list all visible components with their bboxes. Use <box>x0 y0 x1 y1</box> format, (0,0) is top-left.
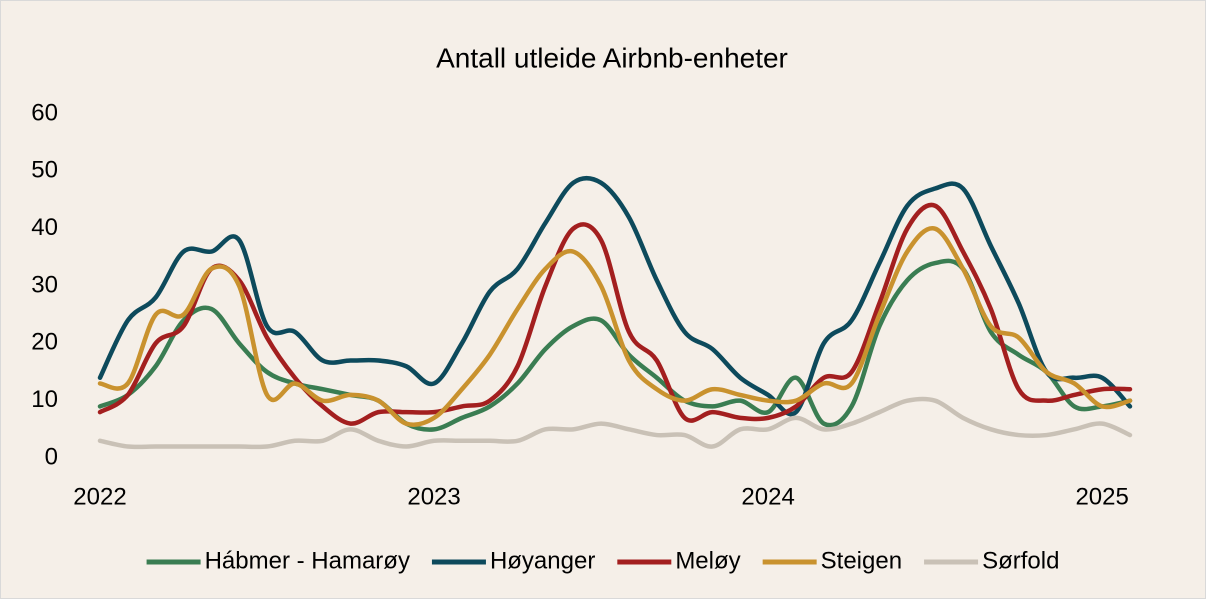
y-tick-label: 30 <box>31 271 58 298</box>
x-tick-label: 2023 <box>407 483 460 510</box>
chart-title: Antall utleide Airbnb-enheter <box>436 42 788 73</box>
x-tick-label: 2022 <box>73 483 126 510</box>
y-tick-label: 20 <box>31 329 58 356</box>
legend-label: Høyanger <box>490 547 595 574</box>
y-tick-label: 10 <box>31 386 58 413</box>
line-series <box>97 396 1133 450</box>
line-series <box>97 226 1133 427</box>
y-tick-label: 40 <box>31 214 58 241</box>
legend-label: Steigen <box>821 547 902 574</box>
y-tick-label: 60 <box>31 99 58 126</box>
y-tick-label: 50 <box>31 157 58 184</box>
legend-label: Meløy <box>675 547 740 574</box>
line-series <box>97 175 1133 417</box>
legend-label: Hábmer - Hamarøy <box>205 547 410 574</box>
legend-label: Sørfold <box>982 547 1059 574</box>
x-tick-label: 2025 <box>1075 483 1128 510</box>
y-tick-label: 0 <box>45 443 58 470</box>
line-series <box>97 202 1133 426</box>
x-tick-label: 2024 <box>741 483 794 510</box>
